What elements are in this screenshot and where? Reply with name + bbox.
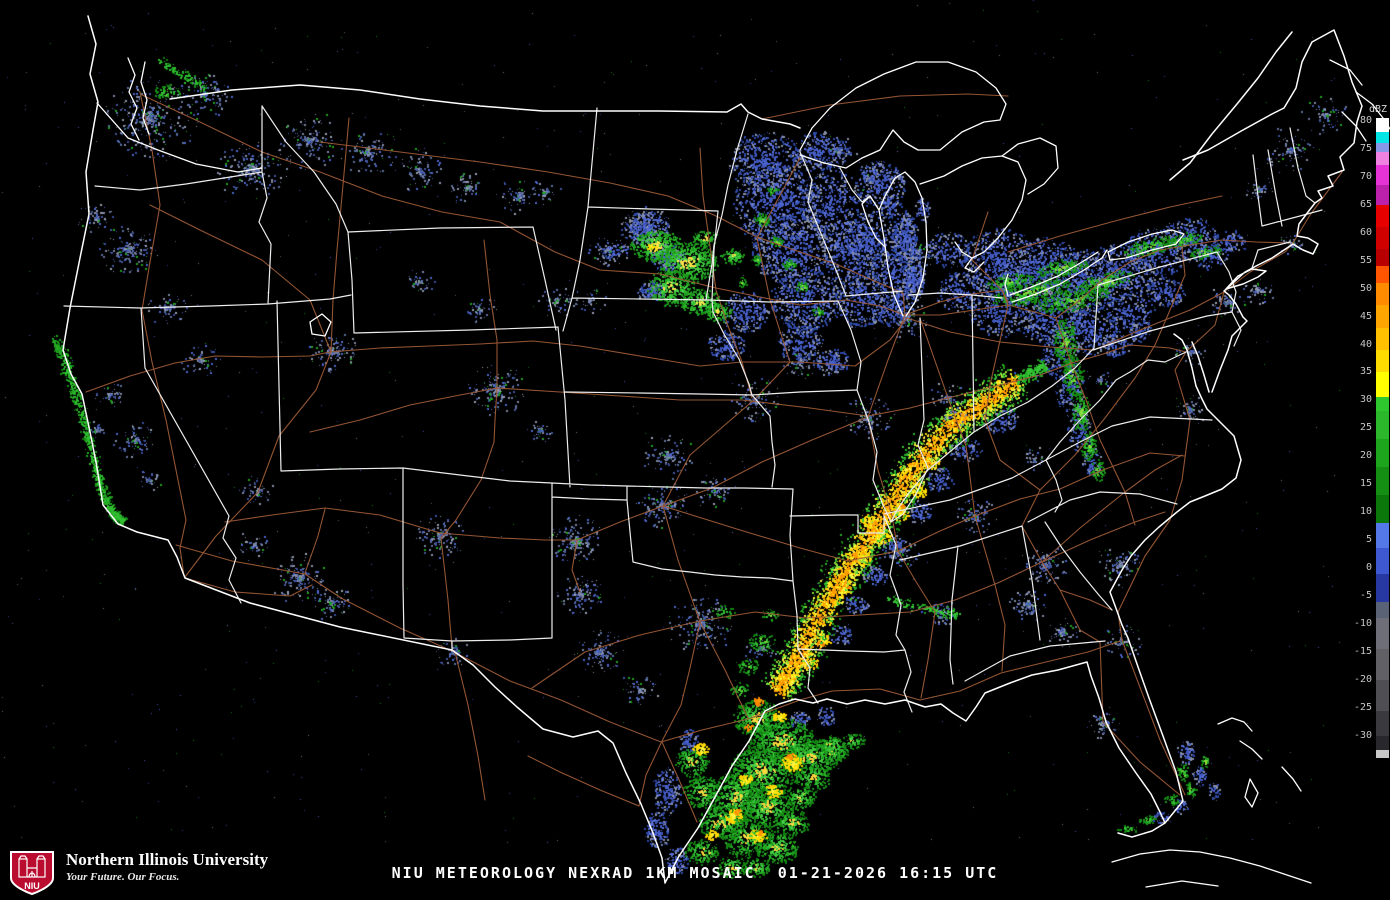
reflectivity-colorbar	[1376, 118, 1389, 759]
colorbar-segment	[1376, 118, 1389, 132]
colorbar-tick-label: 25	[1359, 422, 1372, 434]
colorbar-segment	[1376, 349, 1389, 373]
colorbar-segment	[1376, 710, 1389, 736]
colorbar-tick-label: 15	[1359, 478, 1372, 490]
colorbar-segment	[1376, 439, 1389, 468]
colorbar-segment	[1376, 495, 1389, 524]
colorbar-segment	[1376, 204, 1389, 227]
institution-name: Northern Illinois University	[66, 850, 269, 869]
colorbar-tick-label: 0	[1365, 562, 1372, 574]
colorbar-segment	[1376, 735, 1389, 750]
colorbar-tick-label: 10	[1359, 506, 1372, 518]
colorbar-tick-label: 30	[1359, 394, 1372, 406]
colorbar-tick-label: 40	[1359, 338, 1372, 350]
colorbar-segment	[1376, 131, 1389, 144]
niu-monogram: NIU	[24, 881, 40, 891]
colorbar-tick-label: 20	[1359, 450, 1372, 462]
colorbar-segment	[1376, 573, 1389, 602]
colorbar-tick-label: 35	[1359, 366, 1372, 378]
colorbar-tick-label: -30	[1353, 730, 1372, 742]
colorbar-tick-label: 80	[1359, 114, 1372, 126]
colorbar-segment	[1376, 749, 1389, 759]
colorbar-tick-label: -20	[1353, 674, 1372, 686]
niu-shield-icon: NIU	[10, 851, 54, 896]
colorbar-tick-label: 5	[1365, 534, 1372, 546]
colorbar-tick-label: 45	[1359, 310, 1372, 322]
colorbar-tick-label: 50	[1359, 282, 1372, 294]
colorbar-segment	[1376, 226, 1389, 250]
colorbar-segment	[1376, 282, 1389, 306]
colorbar-tick-label: 75	[1359, 142, 1372, 154]
institution-tagline: Your Future. Our Focus.	[66, 871, 180, 883]
colorbar-tick-label: 65	[1359, 198, 1372, 210]
colorbar-segment	[1376, 143, 1389, 152]
colorbar-segment	[1376, 249, 1389, 267]
colorbar-segment	[1376, 151, 1389, 166]
colorbar-segment	[1376, 327, 1389, 350]
colorbar-segment	[1376, 266, 1389, 283]
colorbar-tick-label: 55	[1359, 254, 1372, 266]
colorbar-segment	[1376, 601, 1389, 619]
colorbar-segment	[1376, 305, 1389, 328]
colorbar-segment	[1376, 649, 1389, 680]
colorbar-tick-label: -25	[1353, 702, 1372, 714]
product-caption: NIU METEOROLOGY NEXRAD 1KM MOSAIC 01-21-…	[391, 864, 999, 882]
colorbar-segment	[1376, 185, 1389, 205]
colorbar-tick-label: 60	[1359, 226, 1372, 238]
colorbar-tick-label: -15	[1353, 646, 1372, 658]
colorbar-segment	[1376, 411, 1389, 440]
niu-logo: NIU Northern Illinois University Your Fu…	[8, 850, 268, 896]
niu-logo-text: Northern Illinois University Your Future…	[66, 850, 268, 884]
colorbar-segment	[1376, 523, 1389, 549]
colorbar-segment	[1376, 618, 1389, 650]
colorbar-segment	[1376, 372, 1389, 398]
colorbar-segment	[1376, 548, 1389, 574]
colorbar-segment	[1376, 397, 1389, 412]
colorbar-tick-label: -10	[1353, 618, 1372, 630]
colorbar-segment	[1376, 467, 1389, 496]
colorbar-segment	[1376, 679, 1389, 711]
colorbar-segment	[1376, 165, 1389, 186]
colorbar-unit-label: dBZ	[1368, 104, 1387, 115]
colorbar-tick-label: 70	[1359, 170, 1372, 182]
colorbar-tick-label: -5	[1359, 590, 1372, 602]
